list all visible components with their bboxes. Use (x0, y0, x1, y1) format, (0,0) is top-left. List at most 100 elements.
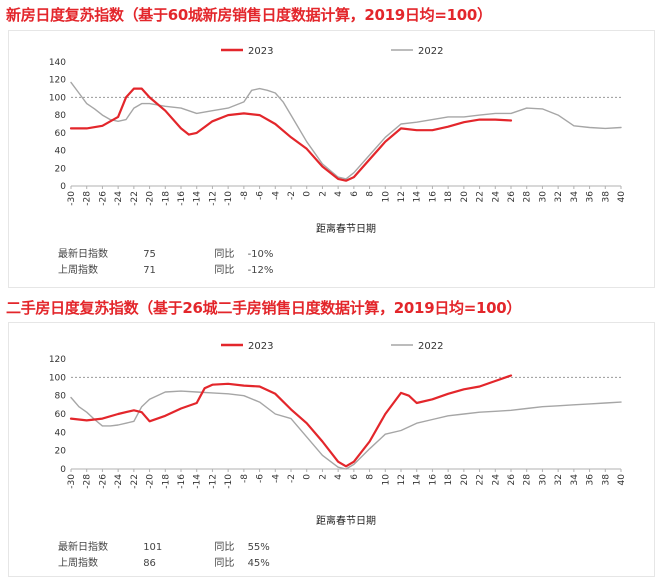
chart-2-panel: 2023 2022 0 20 40 60 80 100 120 -30 -28 -26 -24 -22 -2… (8, 322, 655, 577)
x-tick-label: -28 (83, 191, 93, 206)
y-tick-label: 80 (55, 111, 67, 121)
x-tick-label: -28 (83, 474, 93, 489)
chart-1-stat-row-week: 上周指数 71 同比 -12% (58, 263, 273, 279)
x-tick-label: -26 (98, 474, 108, 489)
x-axis-label: 距离春节日期 (316, 514, 376, 527)
x-tick-label: -20 (146, 474, 156, 489)
x-tick-label: 18 (444, 474, 454, 486)
x-tick-label: -10 (224, 191, 234, 206)
x-tick-label: -20 (146, 191, 156, 206)
x-tick-label: -22 (130, 474, 140, 489)
chart-1-stats: 最新日指数 75 同比 -10% 上周指数 71 同比 -12% (58, 247, 273, 279)
x-tick-label: -6 (256, 191, 266, 200)
chart-1-stat-row-latest: 最新日指数 75 同比 -10% (58, 247, 273, 263)
x-tick-label: 36 (586, 191, 596, 203)
x-tick-label: 30 (538, 474, 548, 486)
x-tick-label: 32 (554, 474, 564, 485)
y-tick-label: 100 (49, 93, 66, 103)
y-tick-label: 140 (49, 58, 66, 68)
series-line-2023 (69, 87, 513, 182)
x-tick-label: 40 (617, 474, 627, 486)
y-tick-label: 120 (49, 355, 66, 365)
series-line-2022 (70, 390, 622, 470)
x-tick-label: -4 (271, 474, 281, 483)
x-tick-label: 4 (334, 191, 344, 197)
y-tick-label: 20 (55, 447, 67, 457)
stat-value: 71 (143, 265, 156, 276)
chart-2-stats: 最新日指数 101 同比 55% 上周指数 86 同比 45% (58, 540, 270, 572)
x-tick-label: -4 (271, 191, 281, 200)
stat-value: 86 (143, 558, 156, 569)
x-tick-label: -8 (240, 474, 250, 483)
y-tick-label: 60 (55, 129, 67, 139)
legend-label-2023: 2023 (248, 46, 273, 57)
stat-yoy-value: 45% (247, 558, 270, 569)
stat-value: 101 (143, 542, 163, 553)
y-tick-label: 20 (55, 164, 67, 174)
legend-label-2022: 2022 (418, 341, 443, 352)
x-tick-label: -16 (177, 191, 187, 206)
stat-yoy-label: 同比 (214, 265, 235, 276)
x-tick-label: -18 (161, 474, 171, 489)
x-tick-label: 28 (523, 191, 533, 203)
x-tick-label: 0 (303, 191, 313, 197)
y-tick-label: 40 (55, 147, 67, 157)
y-tick-label: 80 (55, 392, 67, 402)
x-tick-label: 34 (570, 191, 580, 203)
stat-yoy-label: 同比 (214, 558, 235, 569)
x-tick-label: -16 (177, 474, 187, 489)
stat-label: 上周指数 (58, 558, 98, 569)
stat-label: 最新日指数 (58, 249, 108, 260)
chart-2-stat-row-latest: 最新日指数 101 同比 55% (58, 540, 270, 556)
x-tick-label: -14 (193, 191, 203, 206)
x-tick-label: 14 (413, 191, 423, 203)
x-tick-label: 12 (397, 191, 407, 202)
x-tick-label: 26 (507, 474, 517, 486)
x-tick-label: 18 (444, 191, 454, 203)
stat-yoy-value: -12% (247, 265, 274, 276)
x-tick-label: 14 (413, 474, 423, 486)
x-tick-label: 22 (476, 191, 486, 202)
chart-1-panel: 2023 2022 0 20 40 60 80 100 120 140 -30 -28 -26 -24 -2… (8, 30, 655, 288)
x-tick-label: 16 (428, 191, 438, 203)
chart-2-stat-row-week: 上周指数 86 同比 45% (58, 556, 270, 572)
x-tick-label: 20 (460, 191, 470, 203)
legend-label-2023: 2023 (248, 341, 273, 352)
stat-yoy-value: 55% (247, 542, 270, 553)
x-tick-label: -2 (287, 191, 297, 200)
x-tick-label: -14 (193, 474, 203, 489)
x-tick-label: 8 (366, 474, 376, 480)
stat-yoy-label: 同比 (214, 542, 235, 553)
x-tick-label: 4 (334, 474, 344, 480)
x-tick-label: -2 (287, 474, 297, 483)
x-tick-label: 32 (554, 191, 564, 202)
x-tick-label: -18 (161, 191, 171, 206)
x-tick-label: -26 (98, 191, 108, 206)
x-tick-label: 0 (303, 474, 313, 480)
x-tick-label: 24 (491, 191, 501, 203)
y-tick-label: 120 (49, 76, 66, 86)
x-tick-label: -6 (256, 474, 266, 483)
x-tick-label: 30 (538, 191, 548, 203)
y-tick-label: 0 (60, 465, 66, 475)
x-tick-label: -22 (130, 191, 140, 206)
x-tick-label: 36 (586, 474, 596, 486)
x-tick-label: 8 (366, 191, 376, 197)
x-tick-label: 16 (428, 474, 438, 486)
x-tick-label: 2 (318, 474, 328, 480)
x-tick-label: 38 (601, 191, 611, 203)
x-tick-label: 10 (381, 474, 391, 486)
stat-label: 上周指数 (58, 265, 98, 276)
x-tick-label: 6 (350, 474, 360, 480)
x-tick-label: -10 (224, 474, 234, 489)
x-tick-label: 24 (491, 474, 501, 486)
x-tick-label: 40 (617, 191, 627, 203)
chart-2-title: 二手房日度复苏指数（基于26城二手房销售日度数据计算，2019日均=100） (6, 299, 522, 317)
x-tick-label: 26 (507, 191, 517, 203)
x-tick-label: 2 (318, 191, 328, 197)
x-tick-label: 12 (397, 474, 407, 485)
y-tick-label: 40 (55, 428, 67, 438)
x-tick-label: 28 (523, 474, 533, 486)
x-tick-label: 34 (570, 474, 580, 486)
